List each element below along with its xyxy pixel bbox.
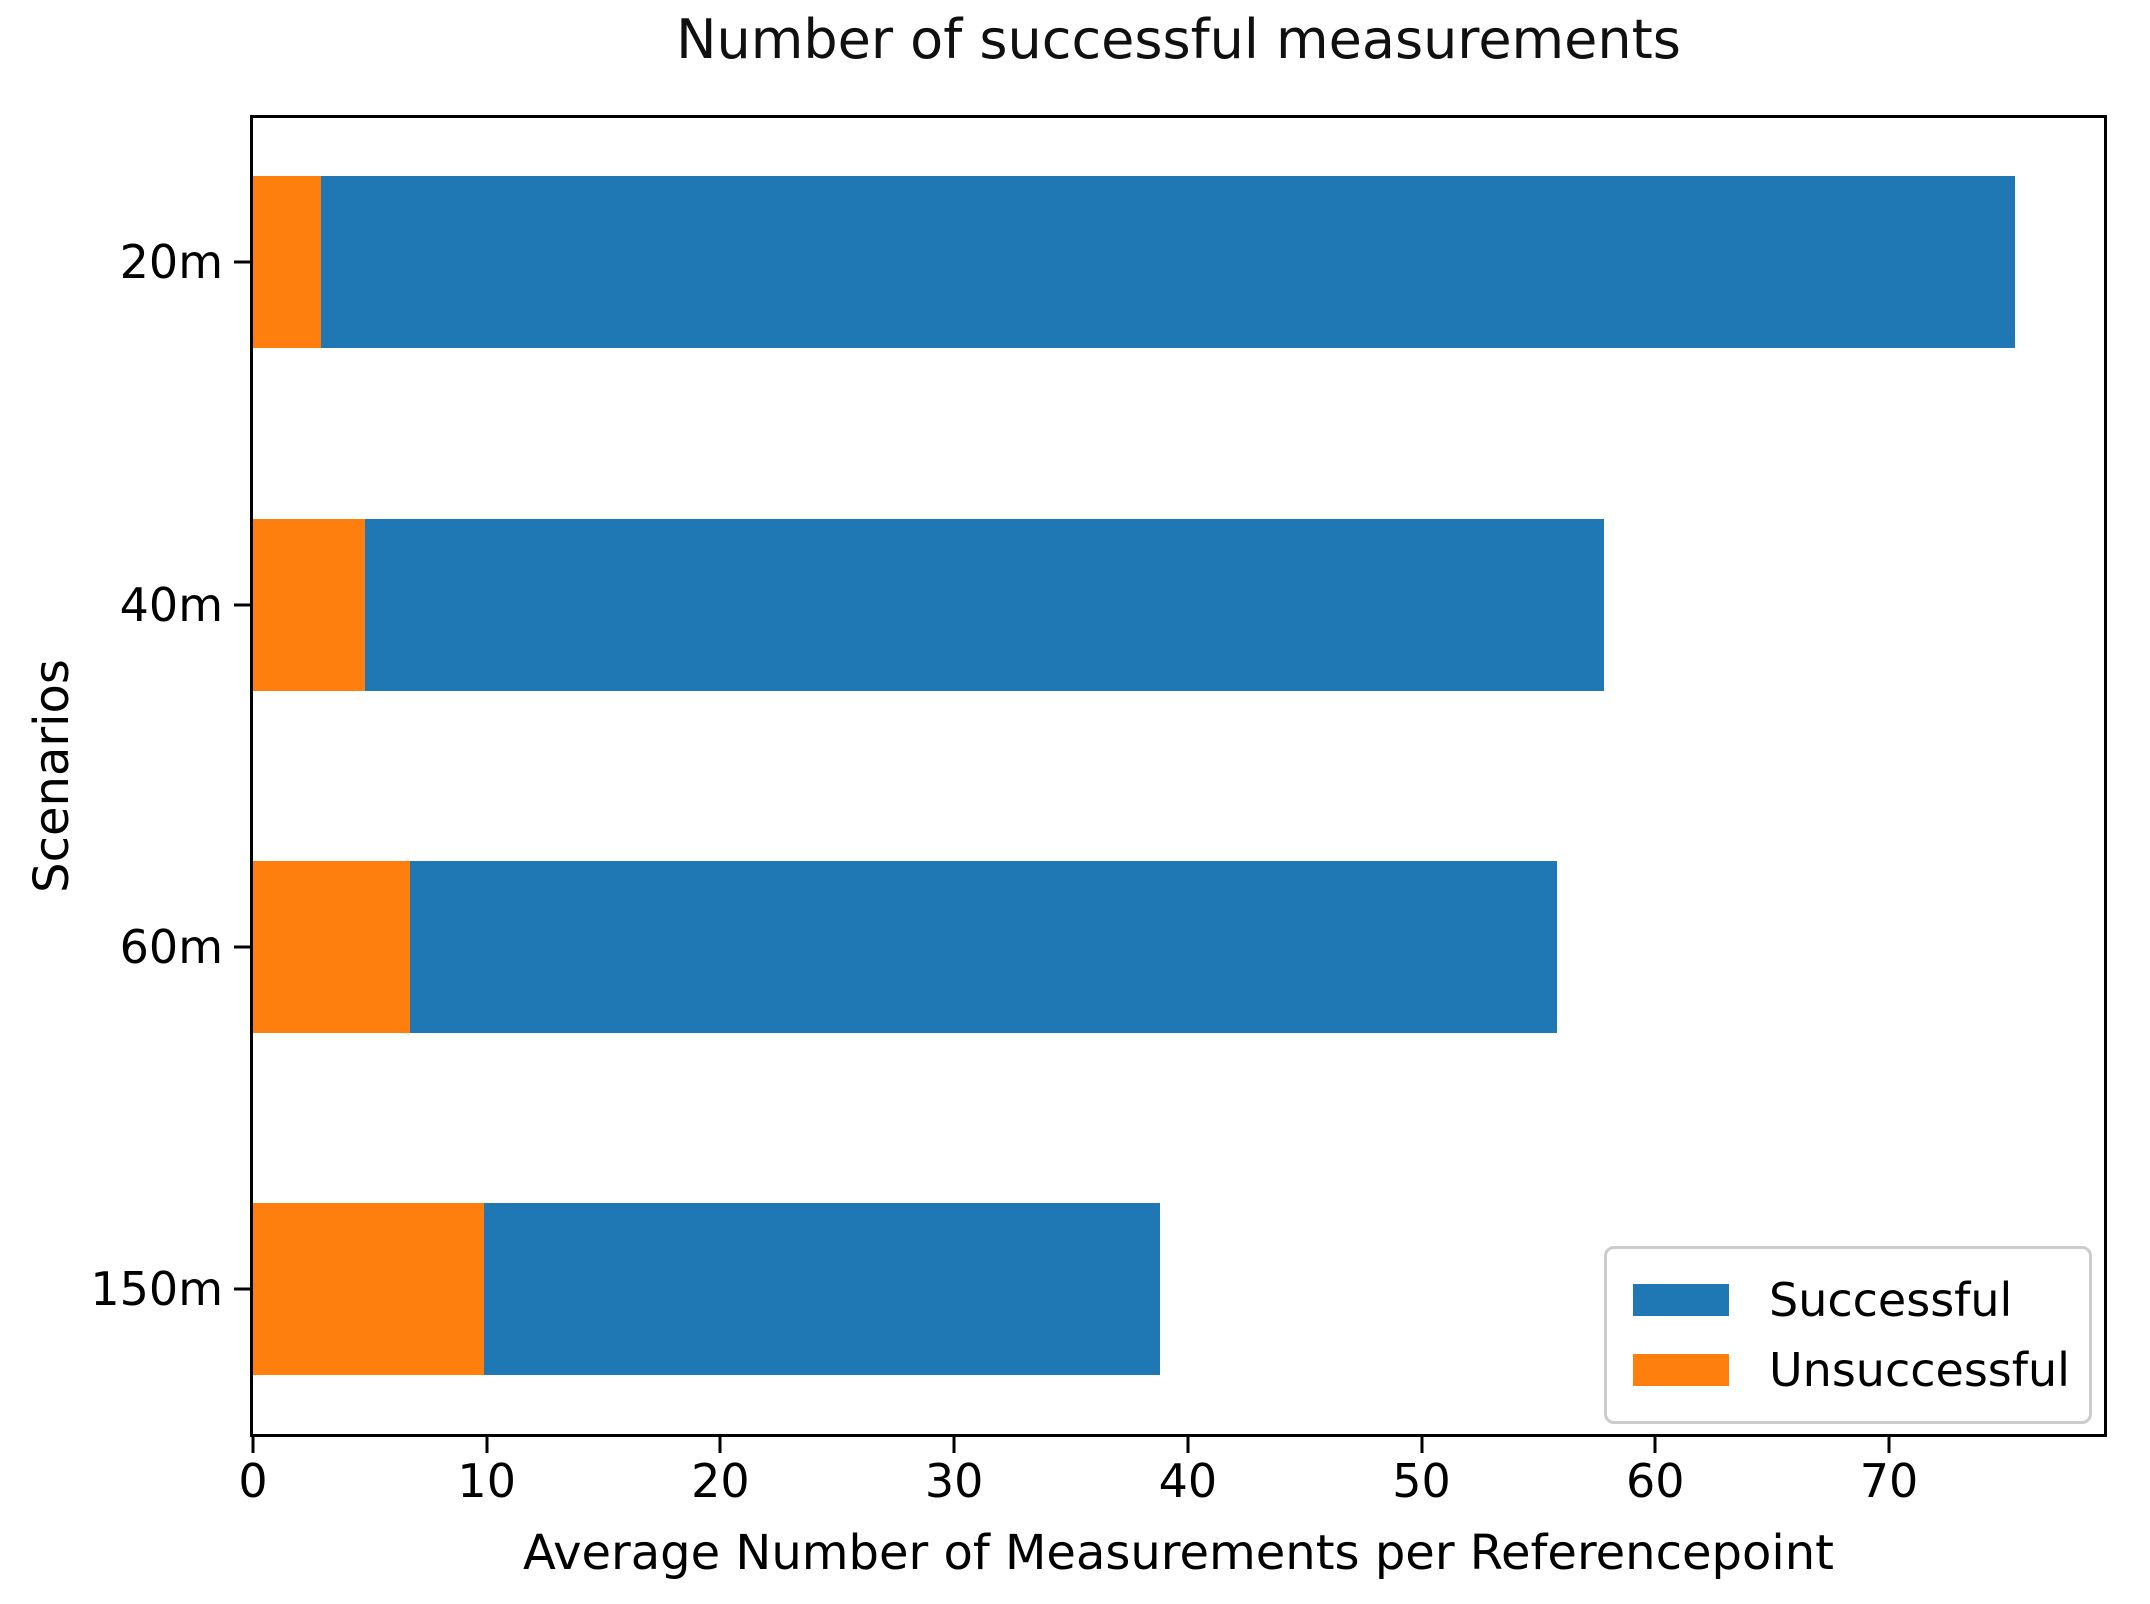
bar-segment-successful-20m <box>320 176 2016 348</box>
bar-segment-successful-40m <box>365 519 1604 691</box>
x-tick-label-30: 30 <box>924 1454 984 1508</box>
x-tick-60 <box>1653 1437 1657 1453</box>
bar-segment-unsuccessful-20m <box>253 176 321 348</box>
bar-segment-successful-60m <box>409 861 1558 1033</box>
y-axis-label: Scenarios <box>24 659 80 893</box>
bar-segment-unsuccessful-60m <box>253 861 410 1033</box>
bar-row-40m <box>253 519 2104 691</box>
y-tick-20m <box>234 260 250 264</box>
bar-row-20m <box>253 176 2104 348</box>
bar-row-150m <box>253 1203 2104 1375</box>
x-tick-0 <box>251 1437 255 1453</box>
x-tick-40 <box>1186 1437 1190 1453</box>
chart-title: Number of successful measurements <box>676 8 1681 71</box>
legend-label-unsuccessful: Unsuccessful <box>1769 1343 2070 1397</box>
bar-segment-unsuccessful-150m <box>253 1203 485 1375</box>
x-tick-50 <box>1420 1437 1424 1453</box>
bar-segment-successful-150m <box>484 1203 1160 1375</box>
y-tick-60m <box>234 945 250 949</box>
x-tick-label-40: 40 <box>1158 1454 1218 1508</box>
y-tick-label-150m: 150m <box>90 1262 223 1316</box>
legend-entry-successful: Successful <box>1633 1265 2063 1335</box>
x-tick-label-0: 0 <box>238 1454 268 1508</box>
y-tick-label-20m: 20m <box>119 235 223 289</box>
bar-row-60m <box>253 861 2104 1033</box>
y-tick-150m <box>234 1287 250 1291</box>
legend-label-successful: Successful <box>1769 1273 2013 1327</box>
legend-swatch-successful <box>1633 1284 1729 1316</box>
x-tick-label-10: 10 <box>457 1454 516 1508</box>
legend-swatch-unsuccessful <box>1633 1354 1729 1386</box>
plot-area: 20m 40m 60m 150m 0 10 20 30 40 50 60 70 Successful Un… <box>90 115 2107 1504</box>
y-tick-label-40m: 40m <box>119 578 223 632</box>
x-tick-label-70: 70 <box>1859 1454 1919 1508</box>
x-axis-label: Average Number of Measurements per Refer… <box>523 1525 1834 1581</box>
x-tick-70 <box>1887 1437 1891 1453</box>
legend-entry-unsuccessful: Unsuccessful <box>1633 1335 2070 1405</box>
y-tick-label-60m: 60m <box>119 920 223 974</box>
x-tick-30 <box>952 1437 956 1453</box>
x-tick-label-50: 50 <box>1392 1454 1451 1508</box>
bar-segment-unsuccessful-40m <box>253 519 366 691</box>
x-tick-20 <box>718 1437 722 1453</box>
y-tick-40m <box>234 603 250 607</box>
x-tick-10 <box>485 1437 489 1453</box>
legend: Successful Unsuccessful <box>1604 1246 2092 1424</box>
x-tick-label-60: 60 <box>1625 1454 1685 1508</box>
x-tick-label-20: 20 <box>691 1454 750 1508</box>
